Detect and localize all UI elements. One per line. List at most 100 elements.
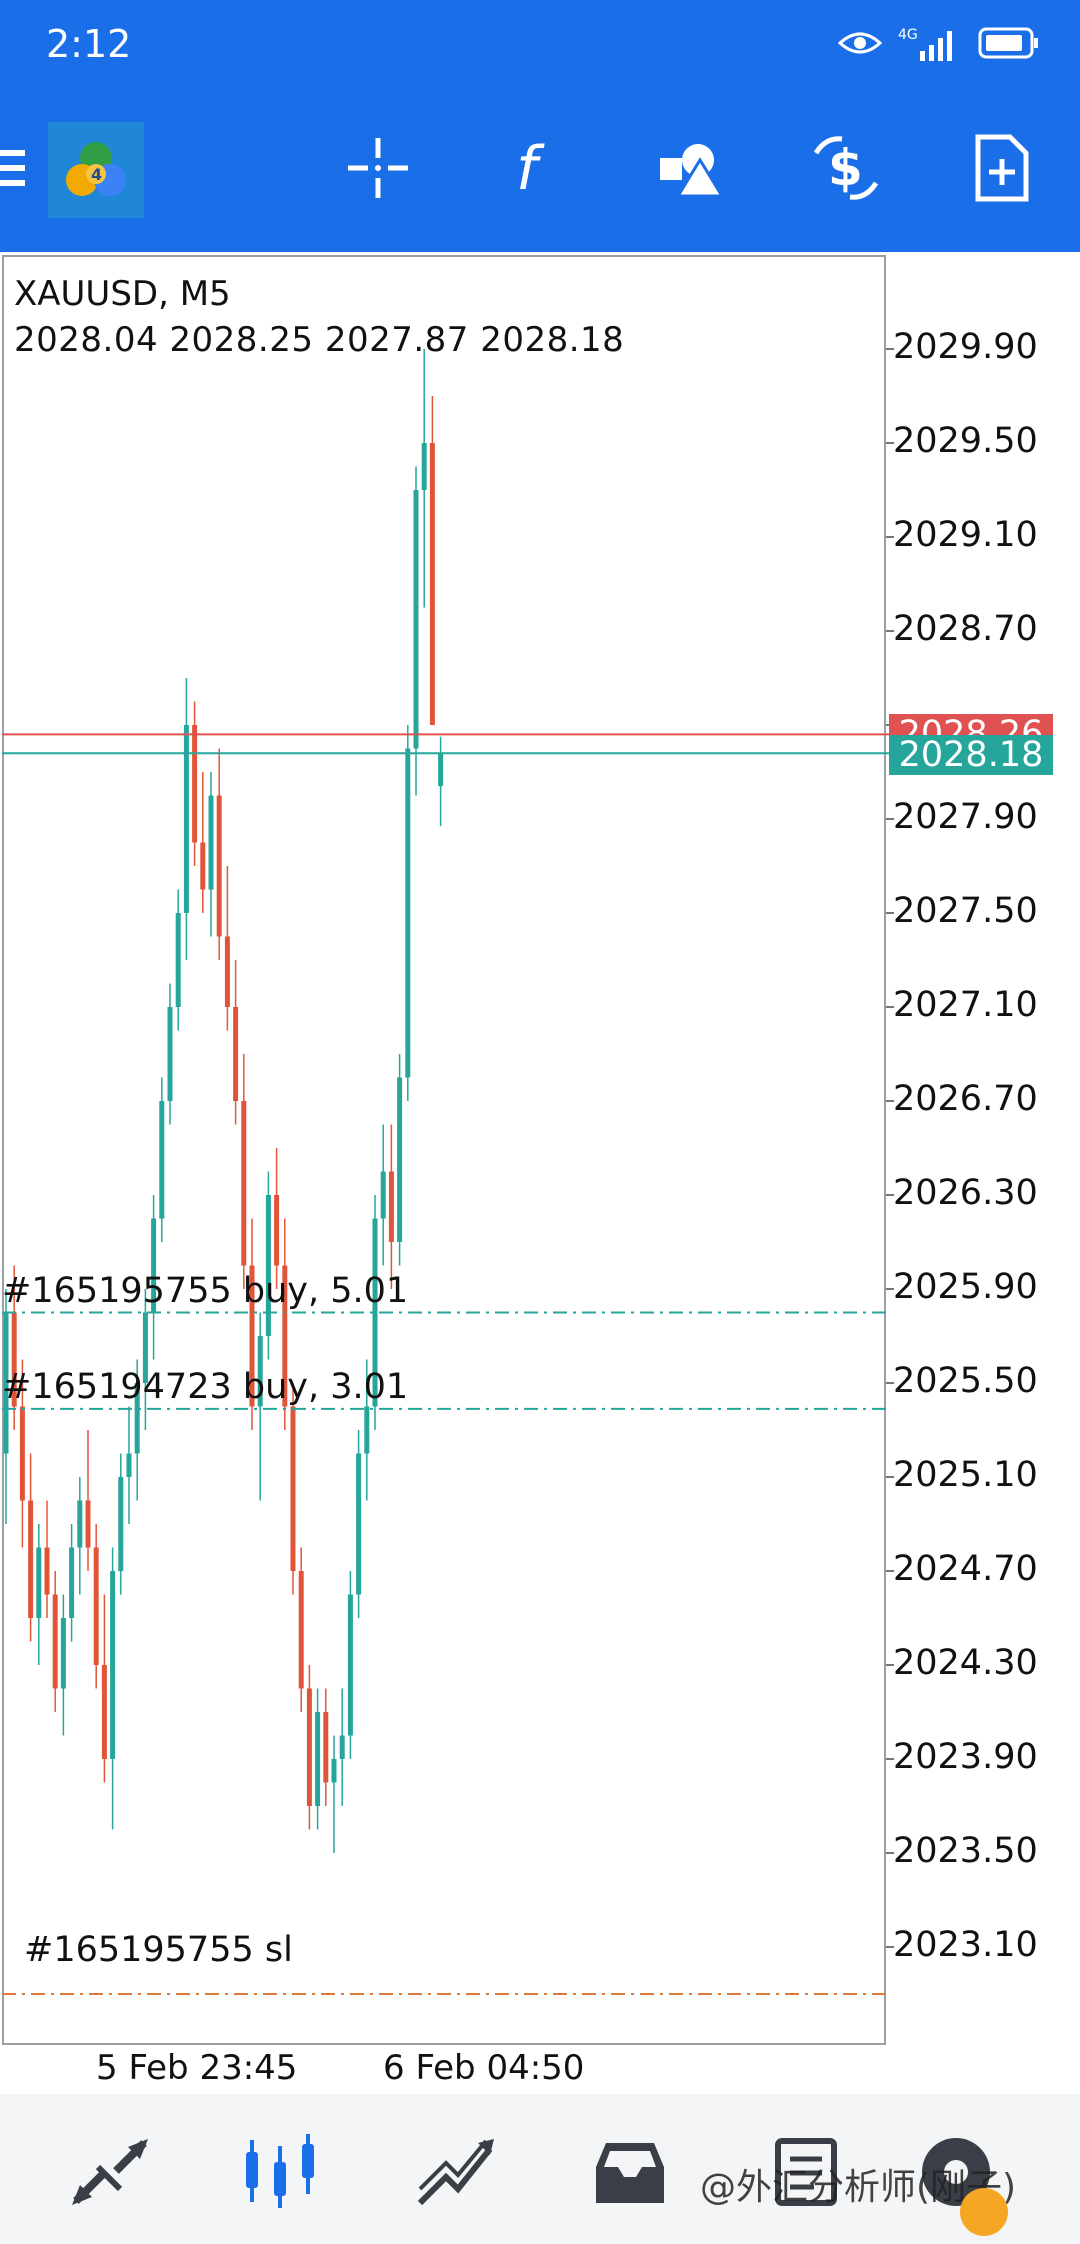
y-tick-label: 2023.10	[893, 1925, 1038, 1965]
candle-body	[93, 1547, 99, 1665]
candle-body	[380, 1171, 386, 1219]
y-tick-label: 2024.70	[893, 1549, 1038, 1589]
candle-body	[77, 1500, 83, 1548]
candle-body	[175, 913, 181, 1007]
candle-body	[134, 1383, 140, 1454]
candle-body	[216, 795, 222, 937]
battery-icon	[978, 26, 1040, 64]
indicators-button[interactable]: f	[494, 130, 574, 210]
menu-button[interactable]	[0, 130, 60, 210]
trade-icon: $	[810, 133, 882, 207]
candle-body	[142, 1312, 148, 1383]
new-order-button[interactable]	[962, 130, 1042, 210]
candle-body	[257, 1336, 263, 1407]
status-time: 2:12	[46, 22, 132, 66]
candle-body	[151, 1218, 157, 1313]
y-tick-label: 2027.10	[893, 985, 1038, 1025]
chart-symbol-timeframe: XAUUSD, M5	[14, 274, 231, 314]
status-icons: 4G	[837, 20, 1040, 70]
y-tick-label: 2023.90	[893, 1737, 1038, 1777]
candle-body	[347, 1594, 353, 1736]
new-order-icon	[974, 133, 1030, 207]
y-tick-label: 2029.90	[893, 327, 1038, 367]
bid-price-tag: 2028.18	[889, 735, 1053, 775]
watermark-avatar	[960, 2188, 1008, 2236]
nav-chart[interactable]	[232, 2134, 332, 2214]
y-tick-label: 2025.10	[893, 1455, 1038, 1495]
x-tick-label: 5 Feb 23:45	[96, 2048, 298, 2088]
top-toolbar: 4 f $	[0, 92, 1080, 252]
crosshair-icon	[346, 136, 410, 204]
candle-body	[110, 1571, 116, 1759]
nav-quotes[interactable]	[60, 2134, 160, 2214]
candle-body	[438, 753, 444, 787]
y-tick-label: 2023.50	[893, 1831, 1038, 1871]
nav-settings[interactable]	[906, 2134, 1006, 2214]
y-tick-label: 2028.70	[893, 609, 1038, 649]
quotes-icon	[70, 2137, 150, 2211]
candle-body	[233, 1007, 239, 1101]
trade-button[interactable]: $	[806, 130, 886, 210]
trade-nav-icon	[416, 2137, 496, 2211]
y-tick-label: 2029.50	[893, 421, 1038, 461]
candle-body	[192, 725, 198, 843]
candle-body	[159, 1101, 165, 1219]
candle-body	[118, 1477, 124, 1571]
candle-body	[126, 1453, 132, 1477]
candle-body	[298, 1571, 304, 1689]
candle-body	[69, 1547, 75, 1618]
candle-body	[421, 443, 427, 490]
nav-messages[interactable]	[754, 2134, 854, 2214]
candle-body	[183, 725, 189, 913]
candle-body	[372, 1218, 378, 1407]
order-label-buy-2[interactable]: #165194723 buy, 3.01	[2, 1367, 409, 1407]
indicators-icon: f	[504, 133, 564, 207]
candle-body	[356, 1453, 362, 1595]
candle-body	[28, 1500, 34, 1618]
order-label-buy-1[interactable]: #165195755 buy, 5.01	[2, 1271, 409, 1311]
y-tick-label: 2026.70	[893, 1079, 1038, 1119]
candle-body	[265, 1195, 271, 1336]
candle-body	[397, 1077, 403, 1242]
nav-trade[interactable]	[406, 2134, 506, 2214]
candle-body	[249, 1265, 255, 1407]
y-tick-label: 2027.50	[893, 891, 1038, 931]
y-tick-label: 2029.10	[893, 515, 1038, 555]
bottom-navigation	[0, 2094, 1080, 2244]
candle-body	[44, 1547, 50, 1595]
y-tick-label: 2027.90	[893, 797, 1038, 837]
candle-body	[282, 1265, 288, 1407]
candle-body	[19, 1406, 25, 1501]
order-label-sl[interactable]: #165195755 sl	[24, 1930, 293, 1970]
objects-button[interactable]	[650, 130, 730, 210]
candle-body	[167, 1007, 173, 1101]
svg-text:4: 4	[91, 165, 102, 184]
settings-icon	[916, 2132, 996, 2216]
candle-body	[315, 1712, 321, 1806]
candle-body	[241, 1101, 247, 1266]
network-label: 4G	[898, 27, 918, 43]
candle-body	[323, 1712, 329, 1783]
signal-icon: 4G	[898, 23, 962, 67]
history-icon	[590, 2137, 670, 2211]
candle-body	[429, 443, 435, 725]
candle-body	[224, 936, 230, 1007]
candle-body	[331, 1759, 337, 1783]
chart-area[interactable]	[0, 252, 1080, 2094]
candle-body	[339, 1735, 345, 1759]
price-lines-layer	[2, 348, 894, 1995]
svg-text:$: $	[828, 139, 863, 197]
crosshair-button[interactable]	[338, 130, 418, 210]
candle-body	[36, 1547, 42, 1618]
menu-icon	[0, 146, 45, 194]
candle-body	[364, 1406, 370, 1454]
chart-icon	[240, 2132, 324, 2216]
metatrader-logo[interactable]: 4	[48, 122, 144, 218]
eye-icon	[837, 28, 883, 62]
candle-body	[101, 1665, 107, 1759]
candle-body	[274, 1195, 280, 1266]
nav-history[interactable]	[580, 2134, 680, 2214]
status-bar: 2:12 4G	[0, 0, 1080, 92]
candle-body	[85, 1500, 91, 1548]
